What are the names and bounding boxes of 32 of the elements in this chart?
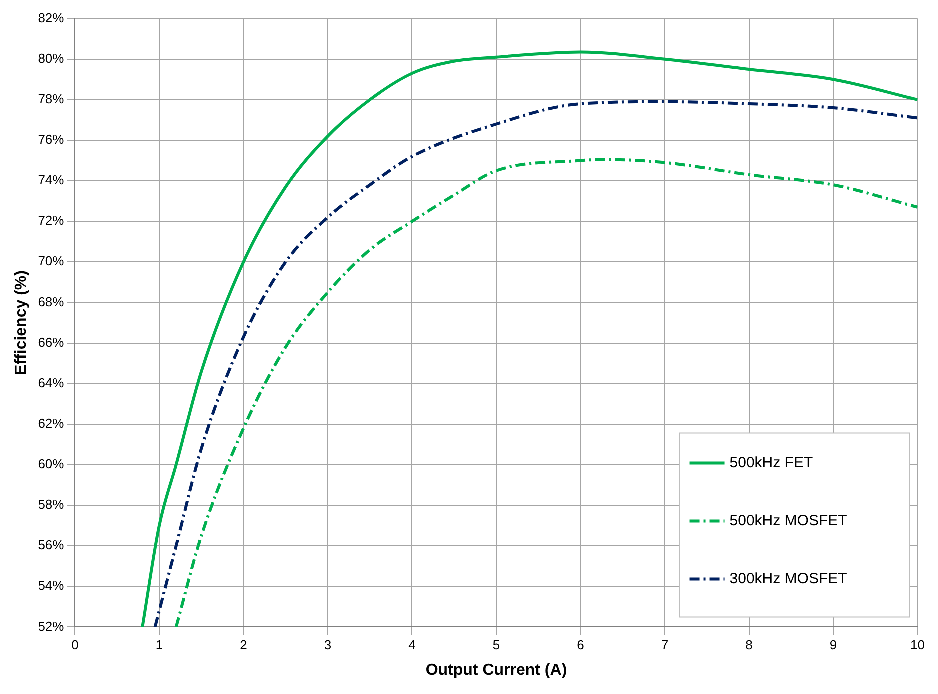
x-axis-title: Output Current (A) <box>426 662 568 679</box>
legend-label: 500kHz FET <box>730 454 814 472</box>
x-tick-label: 2 <box>240 638 248 653</box>
x-tick-label: 1 <box>156 638 164 653</box>
y-tick-label: 58% <box>38 497 65 512</box>
y-tick-label: 72% <box>38 213 65 228</box>
y-tick-label: 52% <box>38 618 65 634</box>
y-tick-label: 54% <box>38 578 65 594</box>
legend-label: 300kHz MOSFET <box>730 570 848 588</box>
y-tick-label: 76% <box>38 132 65 148</box>
y-tick-label: 64% <box>38 375 65 390</box>
x-tick-label: 5 <box>492 638 500 653</box>
x-tick-label: 10 <box>910 638 926 653</box>
x-tick-label: 4 <box>408 638 416 653</box>
x-tick-label: 9 <box>830 638 838 653</box>
y-tick-label: 82% <box>38 10 65 26</box>
x-tick-label: 3 <box>324 638 332 653</box>
y-tick-label: 62% <box>38 416 65 431</box>
y-tick-label: 74% <box>38 172 65 188</box>
y-tick-label: 60% <box>38 456 65 472</box>
y-axis-title: Efficiency (%) <box>13 270 30 376</box>
x-tick-label: 7 <box>661 638 669 653</box>
y-tick-label: 66% <box>38 334 65 350</box>
y-tick-label: 70% <box>38 254 65 269</box>
y-tick-label: 56% <box>38 538 65 553</box>
x-tick-label: 0 <box>72 638 79 653</box>
x-tick-label: 6 <box>577 638 584 653</box>
y-tick-label: 78% <box>38 92 65 106</box>
y-tick-label: 80% <box>38 50 65 66</box>
legend-label: 500kHz MOSFET <box>730 512 848 530</box>
x-tick-label: 8 <box>746 638 753 653</box>
y-tick-label: 68% <box>38 294 65 310</box>
